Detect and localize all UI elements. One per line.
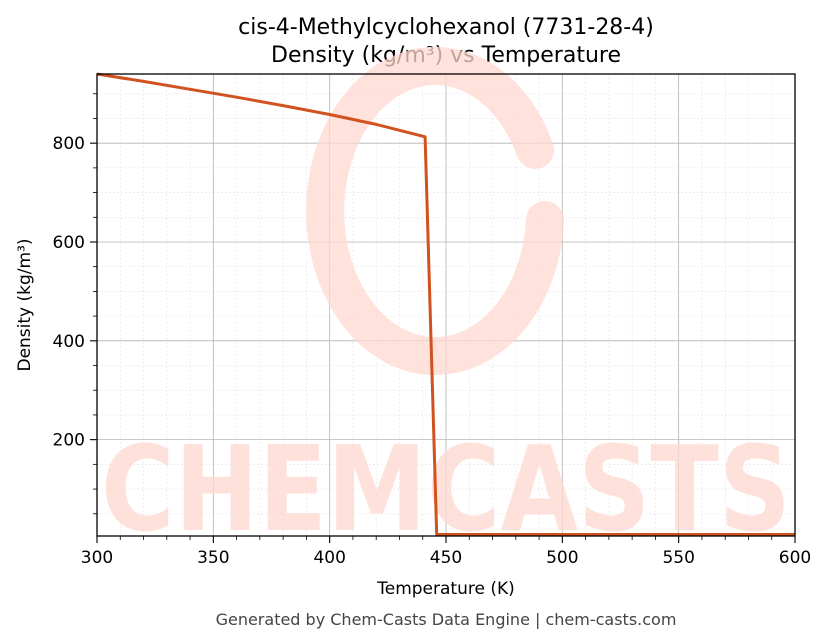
- footer-credit: Generated by Chem-Casts Data Engine | ch…: [216, 610, 677, 629]
- x-tick-label: 300: [81, 548, 113, 568]
- x-ticks: 300 350 400 450 500 550 600: [81, 536, 811, 568]
- x-tick-label: 600: [779, 548, 811, 568]
- x-tick-label: 350: [197, 548, 229, 568]
- density-series-line-0: [96, 72, 795, 536]
- y-tick-label: 600: [53, 233, 85, 253]
- y-tick-label: 800: [53, 134, 85, 154]
- y-axis-label: Density (kg/m³): [15, 238, 35, 371]
- series-layer: [96, 72, 795, 536]
- y-tick-label: 200: [53, 431, 85, 451]
- y-ticks: 200 400 600 800: [53, 93, 97, 515]
- x-tick-label: 500: [546, 548, 578, 568]
- watermark-logo-arc: [306, 47, 564, 375]
- x-tick-label: 450: [430, 548, 462, 568]
- x-tick-label: 550: [662, 548, 694, 568]
- chart-title: cis-4-Methylcyclohexanol (7731-28-4): [238, 15, 654, 40]
- y-tick-label: 400: [53, 332, 85, 352]
- x-tick-label: 400: [313, 548, 345, 568]
- x-axis-label: Temperature (K): [376, 579, 515, 599]
